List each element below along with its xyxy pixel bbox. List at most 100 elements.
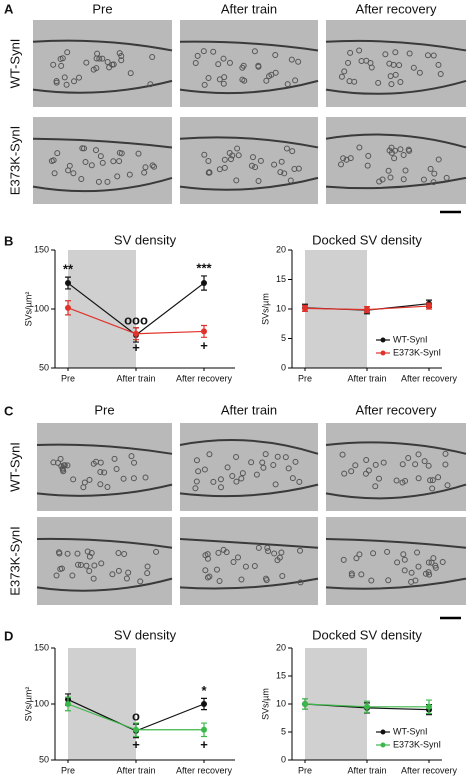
vesicle (401, 556, 408, 563)
vesicle (356, 551, 363, 558)
y-tick-label: 150 (34, 642, 49, 652)
vesicle (392, 147, 399, 154)
significance-annotation: + (200, 338, 208, 353)
vesicle (94, 50, 101, 57)
micrograph (37, 517, 172, 605)
vesicle (255, 178, 262, 185)
vesicle (192, 485, 199, 492)
vesicle (284, 81, 291, 88)
data-point (201, 701, 207, 707)
vesicle (234, 554, 241, 561)
vesicle (435, 474, 442, 481)
y-tick-label: 5 (281, 726, 286, 736)
vesicle (388, 81, 395, 88)
membrane (179, 483, 319, 498)
x-tick-label: Pre (61, 765, 75, 775)
panel-label: A (4, 1, 14, 16)
vesicle (287, 177, 294, 184)
vesicle (367, 59, 374, 66)
membrane (179, 439, 319, 455)
data-point (65, 280, 71, 287)
vesicle (257, 157, 264, 164)
vesicle (435, 61, 442, 68)
vesicle (406, 50, 413, 57)
vesicle (59, 55, 66, 62)
vesicle (75, 561, 82, 568)
vesicle (425, 462, 432, 469)
vesicle (131, 459, 138, 466)
vesicle (410, 64, 417, 71)
vesicle (215, 61, 222, 68)
vesicle (241, 77, 248, 84)
vesicle (356, 144, 363, 151)
vesicle (233, 177, 240, 184)
vesicle (400, 151, 407, 158)
vesicle (86, 553, 93, 560)
data-point (201, 328, 207, 335)
vesicle (347, 155, 354, 162)
x-tick-label: Pre (298, 373, 312, 383)
vesicle (271, 161, 278, 168)
vesicle (230, 559, 237, 566)
y-tick-label: 100 (34, 698, 49, 708)
vesicle (135, 150, 142, 157)
y-axis-label: SVs/µm (260, 293, 270, 325)
vesicle (296, 478, 303, 485)
vesicle (201, 151, 208, 158)
vesicle (341, 68, 348, 75)
vesicle (248, 162, 255, 169)
vesicle (221, 156, 228, 163)
micrograph (180, 423, 318, 511)
data-point (201, 726, 207, 733)
vesicle (385, 577, 392, 584)
micrograph (326, 517, 466, 605)
vesicle (61, 74, 68, 81)
vesicle (251, 562, 258, 569)
vesicle (53, 572, 60, 579)
vesicle (57, 566, 64, 573)
vesicle (422, 570, 429, 577)
vesicle (285, 465, 292, 472)
vesicle (297, 547, 304, 554)
significance-annotation: * (201, 683, 207, 698)
vesicle (51, 170, 58, 177)
vesicle (217, 484, 224, 491)
significance-annotation: + (132, 737, 140, 752)
micrograph (180, 117, 318, 204)
vesicle (277, 169, 284, 176)
vesicle (204, 551, 211, 558)
vesicle (253, 471, 260, 478)
vesicle (297, 579, 304, 586)
vesicle (144, 563, 151, 570)
vesicle (76, 74, 83, 81)
vesicle (420, 176, 427, 183)
vesicle (292, 458, 299, 465)
significance-annotation: o (132, 709, 140, 724)
legend-marker (380, 742, 386, 748)
vesicle (394, 559, 401, 566)
vesicle (226, 59, 233, 66)
legend-marker (380, 729, 386, 735)
vesicle (97, 481, 104, 488)
vesicle (90, 66, 97, 73)
row-heading: WT-SynI (7, 442, 22, 492)
vesicle (64, 49, 71, 56)
vesicle (288, 56, 295, 63)
data-point (364, 703, 370, 710)
vesicle (272, 52, 279, 59)
column-heading: Pre (92, 1, 112, 16)
data-point (133, 330, 139, 337)
membrane (325, 483, 467, 500)
y-tick-label: 15 (276, 274, 286, 284)
membrane (325, 577, 467, 590)
vesicle (54, 459, 61, 466)
vesicle (81, 145, 88, 152)
membrane (179, 79, 319, 95)
micrograph (180, 20, 318, 107)
vesicle (142, 474, 149, 481)
vesicle (64, 550, 71, 557)
vesicle (78, 176, 85, 183)
vesicle (99, 55, 106, 62)
vesicle (348, 468, 355, 475)
vesicle (95, 178, 102, 185)
